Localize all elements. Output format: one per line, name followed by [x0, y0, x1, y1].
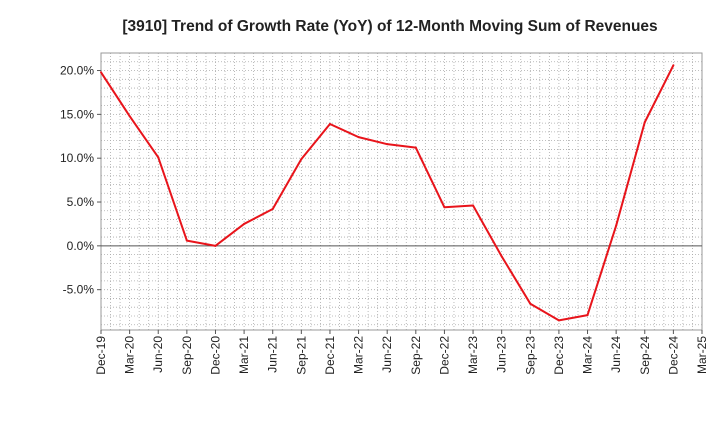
- x-tick-label: Dec-24: [666, 336, 680, 375]
- x-tick-label: Sep-22: [409, 336, 423, 375]
- x-tick-label: Mar-20: [123, 336, 137, 374]
- y-tick-label: 15.0%: [60, 107, 94, 121]
- data-point: [328, 123, 331, 126]
- x-axis-ticks: Dec-19 Mar-20 Jun-20 Sep-20 Dec-20 Mar-21 Jun-…: [94, 330, 709, 375]
- y-tick-label: 0.0%: [67, 239, 95, 253]
- y-axis-ticks: 20.0% 15.0% 10.0% 5.0% 0.0% -5.0%: [60, 64, 101, 297]
- data-point: [586, 314, 589, 317]
- x-tick-label: Dec-20: [208, 336, 222, 375]
- data-point: [472, 204, 475, 207]
- x-tick-label: Dec-19: [94, 336, 108, 375]
- y-tick-label: 20.0%: [60, 64, 94, 78]
- x-tick-label: Jun-20: [151, 336, 165, 373]
- data-point: [615, 224, 618, 227]
- data-point: [243, 222, 246, 225]
- x-tick-label: Mar-25: [695, 336, 709, 374]
- data-point: [214, 244, 217, 247]
- x-tick-label: Sep-20: [180, 336, 194, 375]
- data-point: [500, 255, 503, 258]
- plot-area: [100, 52, 703, 331]
- y-tick-label: -5.0%: [63, 283, 95, 297]
- x-tick-label: Sep-24: [638, 336, 652, 375]
- x-tick-label: Dec-21: [323, 336, 337, 375]
- data-point: [443, 206, 446, 209]
- x-tick-label: Sep-21: [294, 336, 308, 375]
- data-point: [300, 158, 303, 161]
- data-point: [185, 239, 188, 242]
- data-point: [386, 143, 389, 146]
- x-tick-label: Mar-21: [237, 336, 251, 374]
- grid: [101, 52, 702, 330]
- series-line: [100, 64, 675, 322]
- data-point: [672, 64, 675, 67]
- series-layer: [100, 64, 675, 322]
- data-point: [271, 208, 274, 211]
- x-tick-label: Jun-23: [495, 336, 509, 373]
- x-tick-label: Mar-22: [352, 336, 366, 374]
- data-point: [557, 319, 560, 322]
- x-tick-label: Jun-24: [609, 336, 623, 373]
- data-point: [128, 115, 131, 118]
- x-tick-label: Sep-23: [523, 336, 537, 375]
- data-point: [643, 121, 646, 124]
- x-tick-label: Jun-22: [380, 336, 394, 373]
- chart-title: [3910] Trend of Growth Rate (YoY) of 12-…: [122, 18, 657, 35]
- data-point: [100, 71, 102, 74]
- y-tick-label: 10.0%: [60, 151, 94, 165]
- y-tick-label: 5.0%: [67, 195, 95, 209]
- data-point: [414, 146, 417, 149]
- x-tick-label: Dec-23: [552, 336, 566, 375]
- x-tick-label: Jun-21: [266, 336, 280, 373]
- x-tick-label: Dec-22: [437, 336, 451, 375]
- data-point: [157, 156, 160, 159]
- data-point: [529, 302, 532, 305]
- x-tick-label: Mar-23: [466, 336, 480, 374]
- x-tick-label: Mar-24: [581, 336, 595, 374]
- data-point: [357, 136, 360, 139]
